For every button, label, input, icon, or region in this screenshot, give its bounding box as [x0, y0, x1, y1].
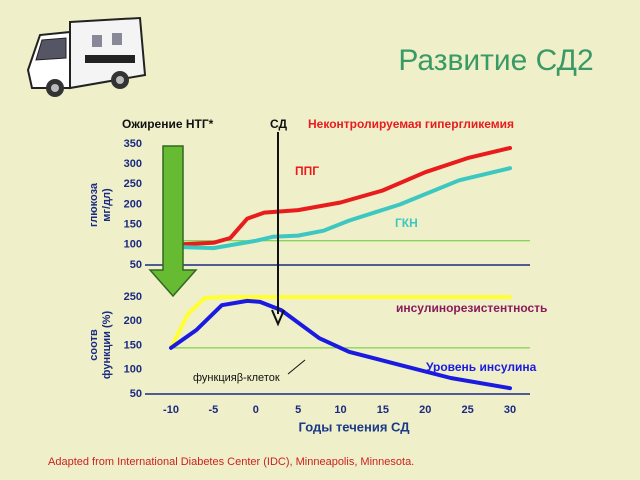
ambulance-icon	[26, 16, 147, 97]
data-line	[169, 146, 512, 247]
y-axis-label: глюкозамг/дл)	[88, 182, 113, 227]
x-tick-label: 10	[334, 404, 346, 416]
series-label: Уровень инсулина	[426, 360, 537, 374]
x-tick-label: 5	[295, 404, 301, 416]
data-line	[169, 298, 512, 391]
x-tick-label: 0	[253, 404, 259, 416]
y-tick-label: 200	[124, 315, 142, 327]
y-axis-label-line: функции (%)	[101, 311, 113, 380]
x-tick-label: 30	[504, 404, 516, 416]
y-tick-label: 150	[124, 219, 142, 231]
y-tick-label: 150	[124, 339, 142, 351]
y-tick-label: 250	[124, 291, 142, 303]
annotation: функцияβ-клеток	[193, 372, 280, 384]
y-tick-label: 200	[124, 198, 142, 210]
x-tick-label: 25	[462, 404, 474, 416]
y-tick-label: 300	[124, 158, 142, 170]
y-tick-label: 100	[124, 239, 142, 251]
annotation: Неконтролируемая гипергликемия	[308, 117, 514, 131]
data-line	[169, 295, 512, 350]
x-tick-label: 15	[377, 404, 389, 416]
y-tick-label: 50	[130, 259, 142, 271]
y-axis-label-line: мг/дл)	[101, 188, 113, 222]
plots: 50100150200250300350глюкозамг/дл)5010015…	[88, 138, 530, 434]
source-note: Adapted from International Diabetes Cent…	[48, 456, 414, 468]
green-arrow	[148, 145, 198, 298]
y-tick-label: 250	[124, 178, 142, 190]
x-axis-label: Годы течения СД	[298, 419, 410, 434]
x-tick-label: -5	[208, 404, 218, 416]
data-line	[169, 166, 512, 251]
series-label: ППГ	[295, 164, 319, 178]
y-tick-label: 50	[130, 388, 142, 400]
slide-title: Развитие СД2	[398, 44, 593, 77]
y-axis-label-line: соотв	[88, 329, 100, 361]
annotation: Ожирение НТГ*	[122, 117, 214, 131]
y-axis-label-line: глюкоза	[88, 182, 100, 227]
y-tick-label: 350	[124, 138, 142, 150]
y-tick-label: 100	[124, 364, 142, 376]
x-tick-label: 20	[419, 404, 431, 416]
series-label: ГКН	[395, 216, 418, 230]
y-axis-label: соотвфункции (%)	[88, 311, 113, 380]
annotation: СД	[270, 117, 288, 131]
x-tick-label: -10	[163, 404, 179, 416]
series-label: инсулинорезистентность	[396, 301, 547, 315]
diagnosis-arrow	[271, 132, 285, 327]
annotation-pointer	[287, 359, 306, 375]
